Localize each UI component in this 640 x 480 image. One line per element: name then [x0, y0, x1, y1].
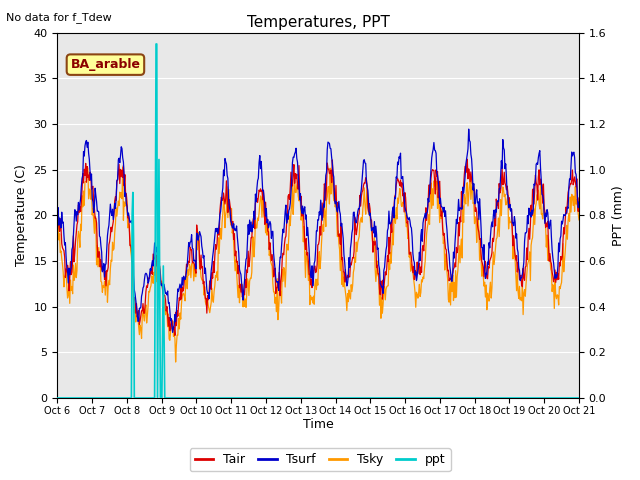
- Tsurf: [169, 330, 177, 336]
- Tair: [116, 167, 124, 172]
- ppt: [198, 395, 205, 401]
- Tsky: [172, 359, 179, 365]
- Tsurf: [54, 217, 61, 223]
- Tair: [575, 195, 583, 201]
- Tsurf: [198, 243, 205, 249]
- ppt: [116, 395, 124, 401]
- X-axis label: Time: Time: [303, 419, 333, 432]
- Tair: [171, 333, 179, 338]
- Y-axis label: Temperature (C): Temperature (C): [15, 164, 28, 266]
- Tair: [463, 156, 471, 162]
- Text: No data for f_Tdew: No data for f_Tdew: [6, 12, 112, 23]
- Line: Tsurf: Tsurf: [58, 129, 579, 333]
- Y-axis label: PPT (mm): PPT (mm): [612, 185, 625, 246]
- ppt: [152, 41, 160, 47]
- Text: BA_arable: BA_arable: [70, 58, 140, 71]
- Tair: [382, 272, 390, 278]
- Tsurf: [575, 199, 583, 205]
- Tair: [63, 269, 70, 275]
- Tsky: [170, 331, 178, 337]
- ppt: [397, 395, 405, 401]
- ppt: [63, 395, 70, 401]
- Tsurf: [170, 323, 178, 328]
- Tsurf: [397, 176, 405, 181]
- Tair: [397, 184, 405, 190]
- Tair: [54, 210, 61, 216]
- Title: Temperatures, PPT: Temperatures, PPT: [247, 15, 390, 30]
- Tsky: [83, 164, 91, 170]
- Tsky: [54, 219, 61, 225]
- Tsurf: [382, 247, 390, 253]
- Tsurf: [116, 153, 124, 158]
- Tsky: [398, 204, 406, 209]
- Tsky: [198, 278, 206, 284]
- Tair: [198, 265, 205, 271]
- Legend: Tair, Tsurf, Tsky, ppt: Tair, Tsurf, Tsky, ppt: [189, 448, 451, 471]
- Tsurf: [465, 126, 472, 132]
- ppt: [54, 395, 61, 401]
- Line: Tsky: Tsky: [58, 167, 579, 362]
- Tsky: [117, 190, 125, 195]
- ppt: [575, 395, 583, 401]
- Line: ppt: ppt: [58, 44, 579, 398]
- Tair: [170, 326, 177, 332]
- Line: Tair: Tair: [58, 159, 579, 336]
- ppt: [382, 395, 390, 401]
- Tsky: [63, 283, 70, 288]
- Tsky: [383, 284, 390, 290]
- Tsurf: [63, 265, 70, 271]
- ppt: [170, 395, 178, 401]
- Tsky: [575, 217, 583, 223]
